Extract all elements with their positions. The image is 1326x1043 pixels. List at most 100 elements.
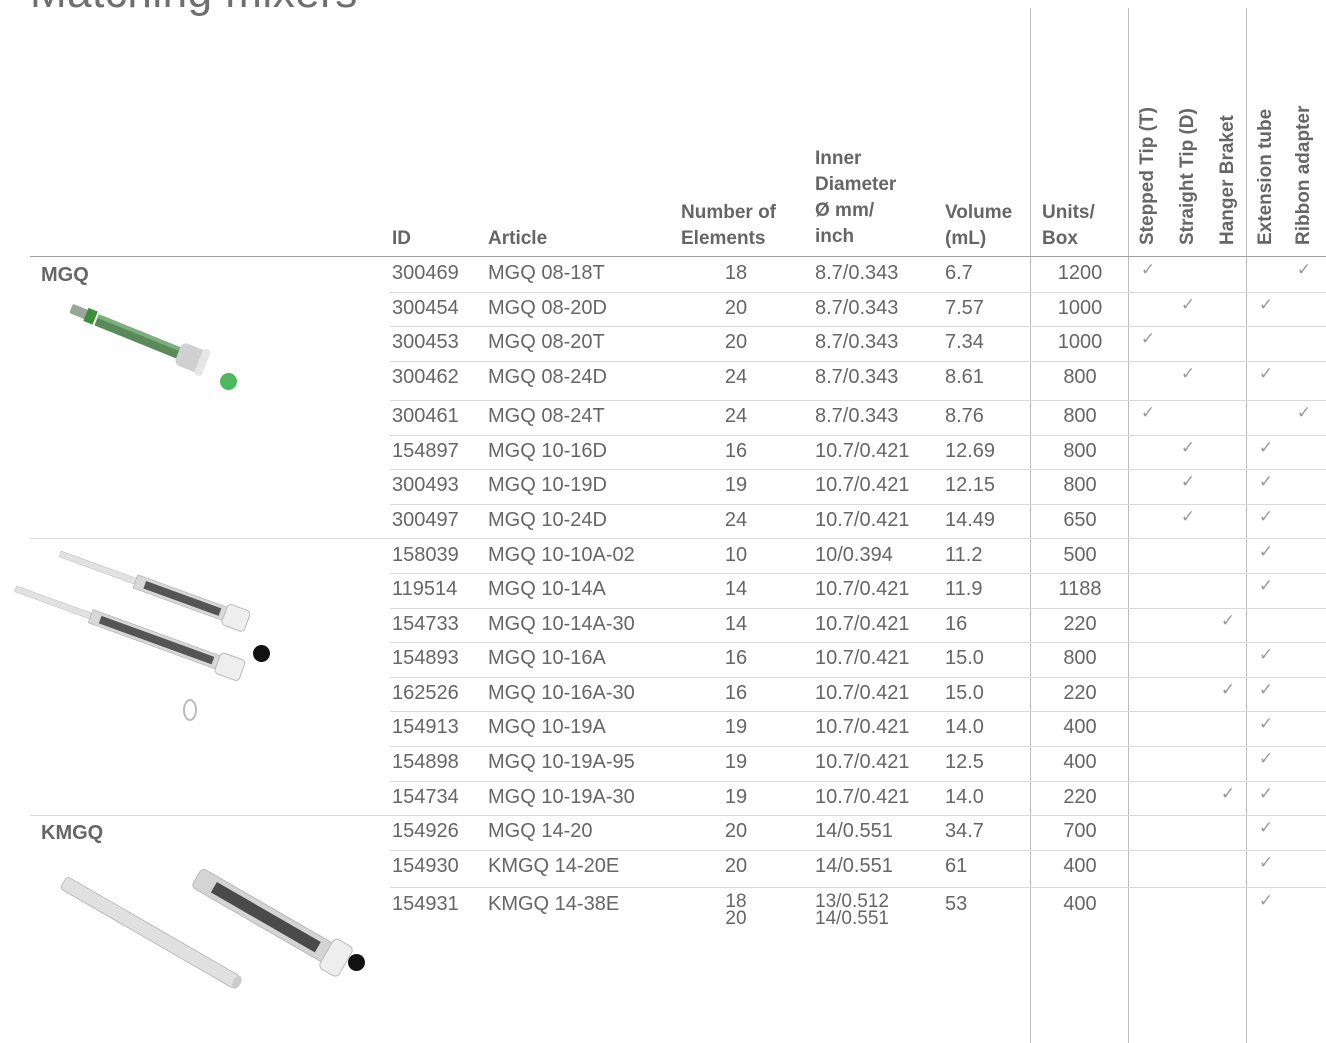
cell-id: 154898 <box>392 751 459 773</box>
cell-volume: 53 <box>945 893 968 915</box>
cell-article: MGQ 10-14A-30 <box>488 613 635 635</box>
row-divider <box>390 850 1326 851</box>
col-header-article: Article <box>488 228 548 249</box>
column-divider <box>1246 8 1247 1043</box>
cell-elements: 18 20 <box>725 891 747 929</box>
cell-volume: 7.34 <box>945 331 984 353</box>
cell-article: MGQ 08-18T <box>488 262 605 284</box>
page-title: Matching mixers <box>30 0 358 18</box>
cell-units: 1200 <box>1057 262 1103 284</box>
cell-volume: 6.7 <box>945 262 973 284</box>
check-icon: ✓ <box>1258 645 1274 664</box>
col-header-straight-tip: Straight Tip (D) <box>1177 108 1198 245</box>
check-icon: ✓ <box>1180 295 1196 314</box>
cell-units: 1188 <box>1058 578 1102 600</box>
check-icon: ✓ <box>1258 507 1274 526</box>
cell-id: 300469 <box>392 262 459 284</box>
cell-diameter: 8.7/0.343 <box>815 405 899 427</box>
cell-id: 300453 <box>392 331 459 353</box>
cell-article: MGQ 10-19A-95 <box>488 751 635 773</box>
cell-diameter: 14/0.551 <box>815 855 893 877</box>
check-icon: ✓ <box>1180 472 1196 491</box>
cell-units: 220 <box>1063 786 1097 808</box>
cell-article: MGQ 08-24T <box>488 405 605 427</box>
check-icon: ✓ <box>1220 611 1236 630</box>
cell-units: 800 <box>1063 366 1097 388</box>
cell-article: MGQ 10-16A <box>488 647 606 669</box>
mgq-10a-mixer-image <box>14 550 251 721</box>
col-header-elements: Number of Elements <box>681 202 776 249</box>
cell-units: 800 <box>1063 474 1097 496</box>
check-icon: ✓ <box>1180 507 1196 526</box>
cell-id: 300497 <box>392 509 459 531</box>
cell-elements: 19 <box>724 716 748 738</box>
cell-id: 158039 <box>392 544 459 566</box>
cell-volume: 7.57 <box>945 297 984 319</box>
row-divider <box>390 400 1326 401</box>
row-divider <box>390 887 1326 888</box>
row-divider <box>390 608 1326 609</box>
col-header-volume: Volume (mL) <box>945 202 1013 249</box>
cell-volume: 14.0 <box>945 786 984 808</box>
cell-volume: 11.9 <box>945 578 983 600</box>
cell-article: KMGQ 14-20E <box>488 855 620 877</box>
cell-diameter: 8.7/0.343 <box>815 331 899 353</box>
cell-article: MGQ 10-10A-02 <box>488 544 635 566</box>
col-header-diameter: Inner Diameter Ø mm/ inch <box>815 148 897 247</box>
cell-units: 220 <box>1063 613 1097 635</box>
cell-units: 800 <box>1063 647 1097 669</box>
cell-article: MGQ 10-14A <box>488 578 606 600</box>
check-icon: ✓ <box>1258 853 1274 872</box>
cell-units: 1000 <box>1057 331 1103 353</box>
cell-elements: 24 <box>724 405 748 427</box>
col-header-extension-tube: Extension tube <box>1255 108 1276 245</box>
check-icon: ✓ <box>1140 260 1156 279</box>
cell-diameter: 10.7/0.421 <box>815 682 910 704</box>
row-divider <box>30 538 1326 539</box>
cell-diameter: 10.7/0.421 <box>815 751 910 773</box>
cell-volume: 8.76 <box>945 405 984 427</box>
cell-diameter: 13/0.512 14/0.551 <box>815 891 889 929</box>
cell-units: 400 <box>1063 751 1097 773</box>
cell-id: 154734 <box>392 786 459 808</box>
cell-diameter: 10/0.394 <box>815 544 893 566</box>
cell-diameter: 10.7/0.421 <box>815 440 910 462</box>
cell-elements: 10 <box>724 544 748 566</box>
color-dot-green <box>220 373 237 390</box>
check-icon: ✓ <box>1258 891 1274 910</box>
kmgq-mixer-image <box>60 869 353 989</box>
cell-id: 300493 <box>392 474 459 496</box>
check-icon: ✓ <box>1258 438 1274 457</box>
cell-id: 154931 <box>392 893 459 915</box>
column-divider <box>1030 8 1031 1043</box>
check-icon: ✓ <box>1296 260 1312 279</box>
cell-diameter: 8.7/0.343 <box>815 297 899 319</box>
cell-article: MGQ 10-24D <box>488 509 607 531</box>
cell-units: 400 <box>1063 855 1097 877</box>
check-icon: ✓ <box>1220 784 1236 803</box>
col-header-id: ID <box>392 228 411 249</box>
cell-units: 400 <box>1063 893 1097 915</box>
cell-volume: 14.49 <box>945 509 996 531</box>
cell-elements: 16 <box>724 647 748 669</box>
cell-diameter: 10.7/0.421 <box>815 647 910 669</box>
cell-article: MGQ 14-20 <box>488 820 593 842</box>
check-icon: ✓ <box>1258 472 1274 491</box>
cell-diameter: 8.7/0.343 <box>815 262 899 284</box>
cell-id: 154897 <box>392 440 459 462</box>
cell-elements: 14 <box>724 578 748 600</box>
row-divider <box>390 573 1326 574</box>
cell-id: 162526 <box>392 682 459 704</box>
row-divider <box>390 781 1326 782</box>
cell-elements: 16 <box>724 440 748 462</box>
row-divider <box>30 256 1326 257</box>
cell-diameter: 10.7/0.421 <box>815 716 910 738</box>
row-divider <box>390 746 1326 747</box>
row-divider <box>390 642 1326 643</box>
col-header-hanger-braket: Hanger Braket <box>1217 115 1238 245</box>
cell-article: MGQ 10-16D <box>488 440 607 462</box>
cell-units: 500 <box>1063 544 1097 566</box>
check-icon: ✓ <box>1296 403 1312 422</box>
row-divider <box>390 361 1326 362</box>
cell-id: 300454 <box>392 297 459 319</box>
